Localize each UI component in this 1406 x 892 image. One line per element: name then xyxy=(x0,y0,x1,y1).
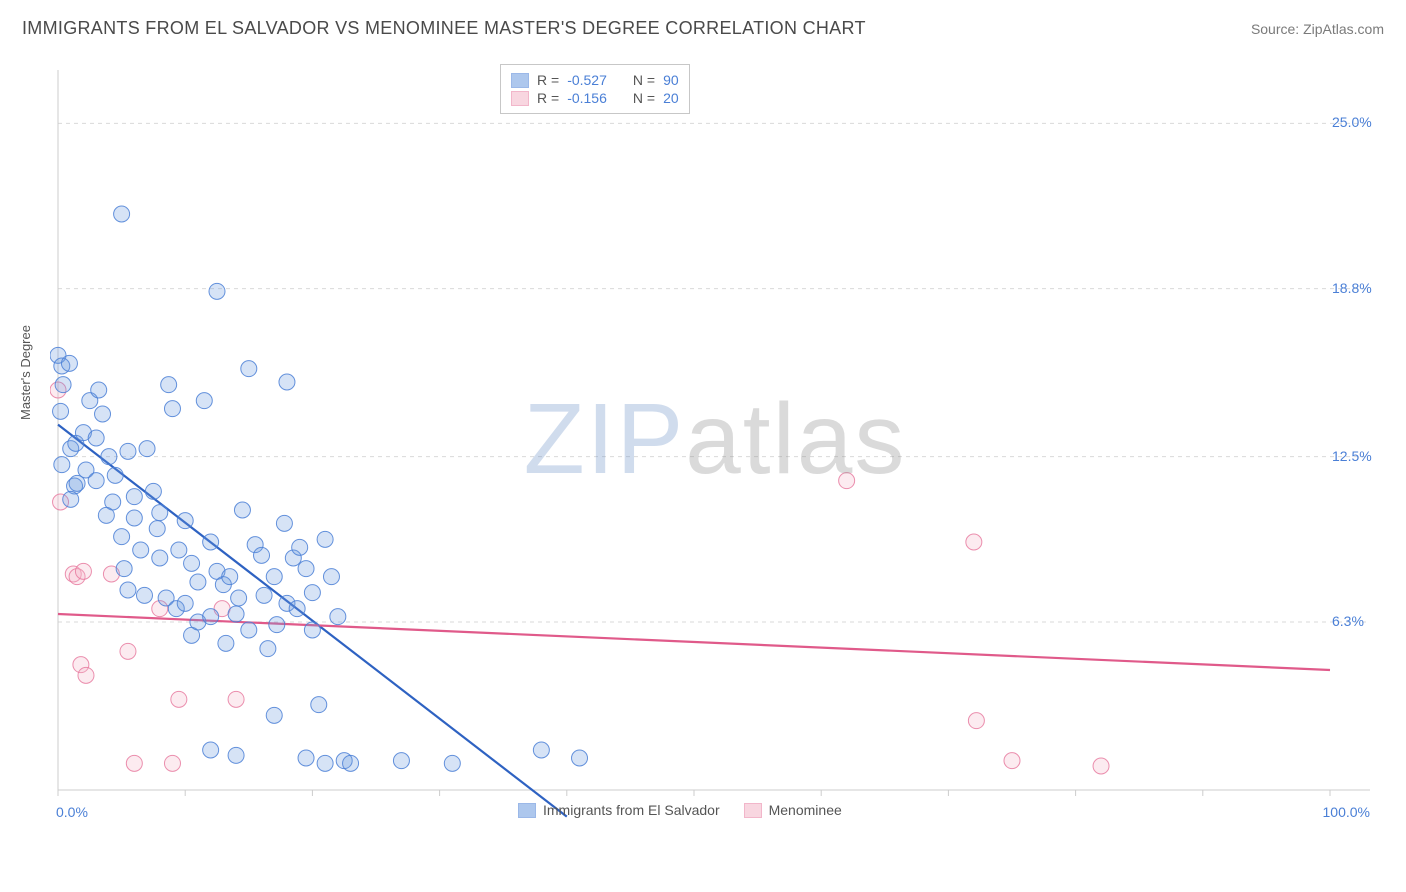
r-label: R = xyxy=(537,72,559,88)
legend-swatch xyxy=(744,803,762,818)
legend-label: Menominee xyxy=(769,802,842,818)
tick-label: 12.5% xyxy=(1332,448,1372,464)
tick-label: 100.0% xyxy=(1323,804,1370,820)
legend-swatch xyxy=(511,73,529,88)
n-value: 20 xyxy=(663,90,679,106)
series-legend: Immigrants from El Salvador Menominee xyxy=(518,802,842,818)
tick-label: 6.3% xyxy=(1332,613,1364,629)
n-label: N = xyxy=(633,72,655,88)
stats-legend: R = -0.527 N = 90 R = -0.156 N = 20 xyxy=(500,64,690,114)
legend-item: Menominee xyxy=(744,802,842,818)
n-label: N = xyxy=(633,90,655,106)
tick-label: 18.8% xyxy=(1332,280,1372,296)
stats-legend-row: R = -0.527 N = 90 xyxy=(511,71,679,89)
legend-swatch xyxy=(511,91,529,106)
legend-label: Immigrants from El Salvador xyxy=(543,802,720,818)
chart-source: Source: ZipAtlas.com xyxy=(1251,21,1384,37)
legend-item: Immigrants from El Salvador xyxy=(518,802,720,818)
plot-area: ZIPatlas R =-0.527N =90R =-0.156N =20 Im… xyxy=(50,60,1380,830)
tick-label: 0.0% xyxy=(56,804,88,820)
chart-header: IMMIGRANTS FROM EL SALVADOR VS MENOMINEE… xyxy=(0,0,1406,47)
r-value: -0.156 xyxy=(567,90,607,106)
y-axis-label: Master's Degree xyxy=(18,325,33,420)
n-value: 90 xyxy=(663,72,679,88)
legend-swatch xyxy=(518,803,536,818)
tick-label: 25.0% xyxy=(1332,114,1372,130)
stats-legend-row: R = -0.156 N = 20 xyxy=(511,89,679,107)
scatter-plot-svg xyxy=(50,60,1380,830)
chart-title: IMMIGRANTS FROM EL SALVADOR VS MENOMINEE… xyxy=(22,18,866,39)
r-value: -0.527 xyxy=(567,72,607,88)
r-label: R = xyxy=(537,90,559,106)
